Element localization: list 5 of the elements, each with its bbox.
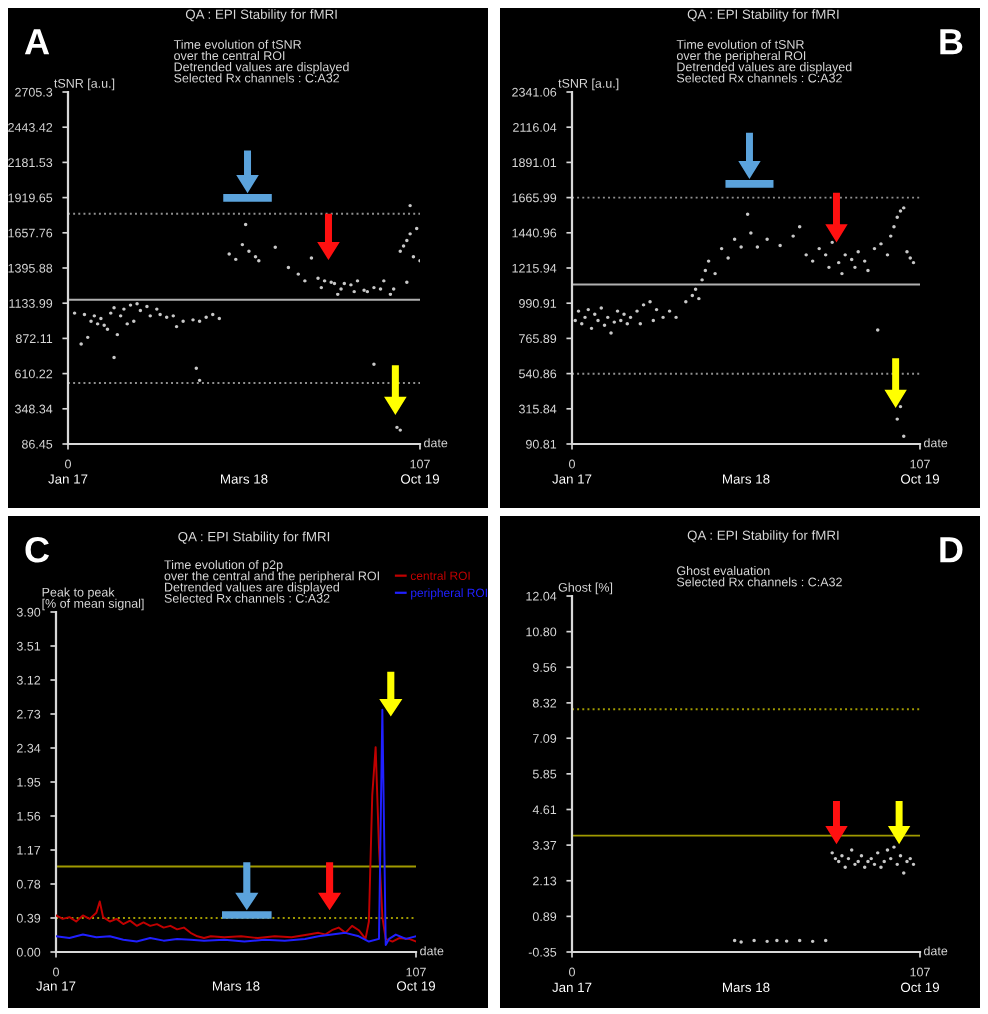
text: C — [25, 536, 50, 563]
text: B — [940, 29, 963, 55]
line-series — [56, 746, 416, 943]
text: D — [940, 537, 963, 563]
text: A — [24, 29, 50, 55]
